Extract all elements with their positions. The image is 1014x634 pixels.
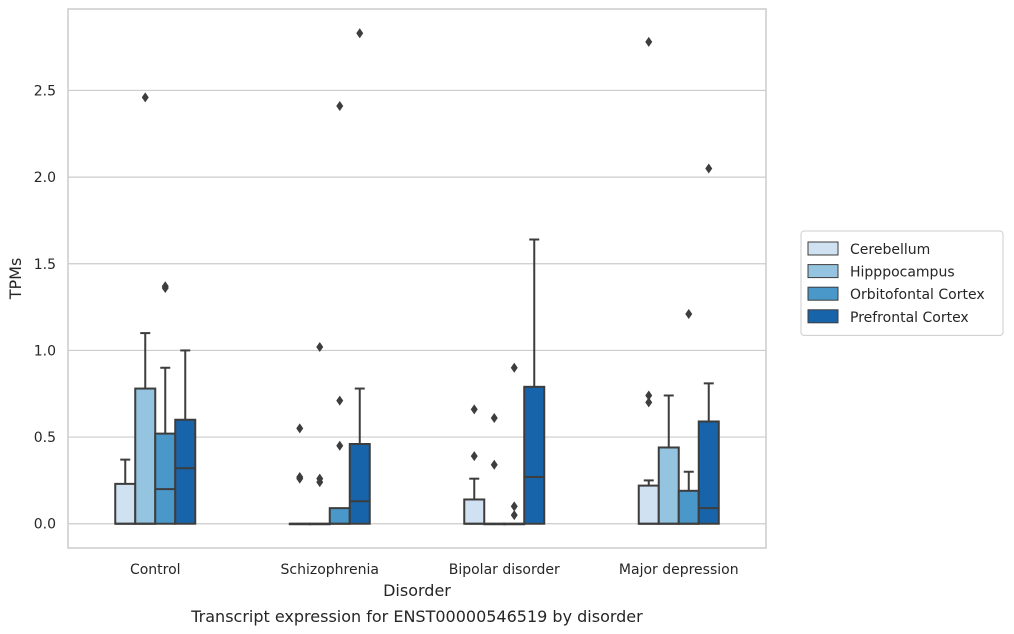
box-group — [657, 394, 680, 525]
outlier-point — [645, 390, 653, 401]
outlier-point — [645, 36, 653, 47]
outlier-point — [161, 281, 169, 292]
y-axis-label: TPMs — [6, 258, 25, 301]
legend-swatch — [807, 286, 839, 301]
x-tick-label: Control — [130, 562, 181, 578]
x-tick-label: Major depression — [619, 562, 739, 578]
y-tick-label: 1.5 — [34, 257, 56, 273]
outlier-point — [510, 362, 518, 373]
box-group — [134, 92, 157, 525]
outlier-point — [336, 395, 344, 406]
outlier-point — [316, 341, 324, 352]
x-axis-ticks: Control Schizophrenia Bipolar disorder Majo… — [130, 562, 739, 578]
y-tick-label: 2.0 — [34, 170, 56, 186]
box — [328, 507, 351, 525]
outlier-point — [336, 101, 344, 112]
box-group — [174, 349, 197, 525]
outlier-point — [141, 92, 149, 103]
outlier-point — [296, 423, 304, 434]
legend-swatch — [807, 241, 839, 256]
outlier-point — [316, 473, 324, 484]
plot-frame — [67, 8, 767, 549]
outlier-point — [510, 510, 518, 521]
box-group — [523, 238, 546, 525]
x-tick-label: Schizophrenia — [281, 562, 379, 578]
box-group — [308, 341, 331, 526]
boxes — [114, 28, 720, 526]
legend-label: Hipppocampus — [850, 265, 955, 281]
outlier-point — [296, 473, 304, 484]
box-group — [154, 281, 177, 525]
box — [697, 420, 720, 525]
box-group — [677, 309, 700, 525]
y-tick-label: 0.0 — [34, 517, 56, 533]
legend-label: Orbitofontal Cortex — [850, 287, 985, 303]
box-group — [637, 36, 660, 525]
y-axis-ticks: 0.0 0.5 1.0 1.5 2.0 2.5 — [34, 83, 56, 532]
outlier-point — [356, 28, 364, 39]
box-group — [288, 423, 311, 526]
box — [348, 443, 371, 525]
box — [637, 484, 660, 525]
x-tick-label: Bipolar disorder — [449, 562, 560, 578]
outlier-point — [490, 459, 498, 470]
box-group — [697, 163, 720, 525]
outlier-point — [470, 404, 478, 415]
outlier-point — [470, 451, 478, 462]
box — [154, 432, 177, 525]
outlier-point — [510, 501, 518, 512]
box — [657, 446, 680, 525]
legend-frame — [800, 230, 1004, 336]
box — [134, 387, 157, 525]
chart-caption: Transcript expression for ENST0000054651… — [190, 607, 643, 626]
box — [114, 482, 137, 525]
y-tick-label: 2.5 — [34, 83, 56, 99]
outlier-point — [645, 397, 653, 408]
box-group — [348, 28, 371, 525]
legend-swatch — [807, 309, 839, 324]
x-axis-label: Disorder — [383, 581, 451, 600]
outlier-point — [685, 309, 693, 320]
outlier-point — [336, 440, 344, 451]
box-group — [483, 413, 506, 526]
box — [174, 418, 197, 525]
box-group — [503, 362, 526, 526]
y-tick-label: 1.0 — [34, 343, 56, 359]
box — [677, 489, 700, 525]
legend-label: Prefrontal Cortex — [850, 310, 969, 326]
outlier-point — [490, 413, 498, 424]
box-group — [463, 404, 486, 525]
legend-label: Cerebellum — [850, 242, 930, 258]
box — [463, 498, 486, 525]
outlier-point — [705, 163, 713, 174]
legend: Cerebellum Hipppocampus Orbitofontal Corte… — [800, 230, 1004, 336]
legend-swatch — [807, 264, 839, 279]
box-group — [114, 458, 137, 525]
box-group — [328, 101, 351, 525]
y-tick-label: 0.5 — [34, 430, 56, 446]
box — [523, 385, 546, 525]
